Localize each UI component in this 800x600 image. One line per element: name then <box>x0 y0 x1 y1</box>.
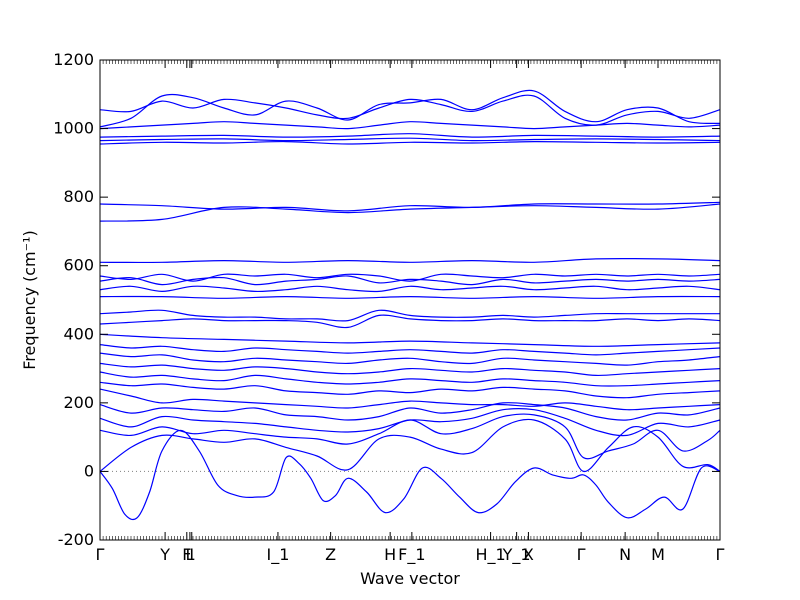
y-tick-label: 1200 <box>53 50 94 69</box>
x-tick-label: F_1 <box>398 545 425 565</box>
band-curve-22 <box>99 140 721 145</box>
band-curve-6 <box>99 388 721 411</box>
band-curve-17 <box>99 275 721 286</box>
x-tick-label: M <box>651 545 665 564</box>
x-tick-label: H <box>384 545 396 564</box>
x-tick-label: I_1 <box>266 545 289 565</box>
x-tick-label: Γ <box>577 545 586 564</box>
kpoint-divider-layer <box>99 60 721 540</box>
x-tick-label: Γ <box>716 545 725 564</box>
y-ticks-layer: -200 0 200 400 600 800 1000 1200 <box>53 50 720 549</box>
y-tick-label: 200 <box>63 393 94 412</box>
band-curve-18 <box>99 273 721 282</box>
band-curve-3 <box>99 413 721 460</box>
y-tick-label: 800 <box>63 187 94 206</box>
band-curve-24 <box>99 133 721 138</box>
band-curve-21 <box>99 201 721 212</box>
band-curves-layer <box>99 89 721 521</box>
x-tick-label: Y <box>159 545 170 564</box>
x-tick-label: F <box>182 545 191 564</box>
band-curve-20 <box>99 203 721 222</box>
y-tick-label: 1000 <box>53 119 94 138</box>
x-tick-label: I <box>189 545 194 564</box>
y-tick-label: 600 <box>63 256 94 275</box>
band-curve-25 <box>99 121 721 130</box>
band-curve-9 <box>99 362 721 377</box>
band-curve-4 <box>99 408 721 437</box>
x-axis-label: Wave vector <box>360 569 460 588</box>
band-curve-12 <box>99 333 721 347</box>
band-curve-15 <box>99 295 721 299</box>
band-curve-13 <box>99 314 721 329</box>
band-curve-2 <box>99 418 721 473</box>
x-tick-label: N <box>619 545 631 564</box>
x-tick-labels-layer: Γ Y FLI I_1 Z H F_1 H_1Y_1X Γ N M Γ <box>96 545 725 565</box>
band-curve-5 <box>99 402 721 421</box>
y-tick-label: -200 <box>58 530 94 549</box>
band-curve-27 <box>99 89 721 128</box>
plot-frame <box>99 59 721 541</box>
band-curve-26 <box>99 94 721 126</box>
band-curve-16 <box>99 285 721 293</box>
band-curve-10 <box>99 352 721 366</box>
band-curve-7 <box>99 381 721 399</box>
band-curve-14 <box>99 309 720 322</box>
x-tick-label: L <box>185 545 194 564</box>
x-tick-label: X <box>523 545 534 564</box>
band-curve-11 <box>99 344 721 356</box>
x-tick-label: H_1 <box>475 545 505 565</box>
x-tick-label: Z <box>325 545 336 564</box>
x-tick-label: Y_1 <box>502 545 531 565</box>
y-tick-label: 0 <box>84 461 94 480</box>
band-curve-19 <box>99 257 721 264</box>
band-curve-8 <box>99 371 721 387</box>
x-tick-label: Γ <box>96 545 105 564</box>
band-curve-23 <box>99 137 721 142</box>
y-tick-label: 400 <box>63 324 94 343</box>
y-axis-label: Frequency (cm⁻¹) <box>20 230 39 369</box>
